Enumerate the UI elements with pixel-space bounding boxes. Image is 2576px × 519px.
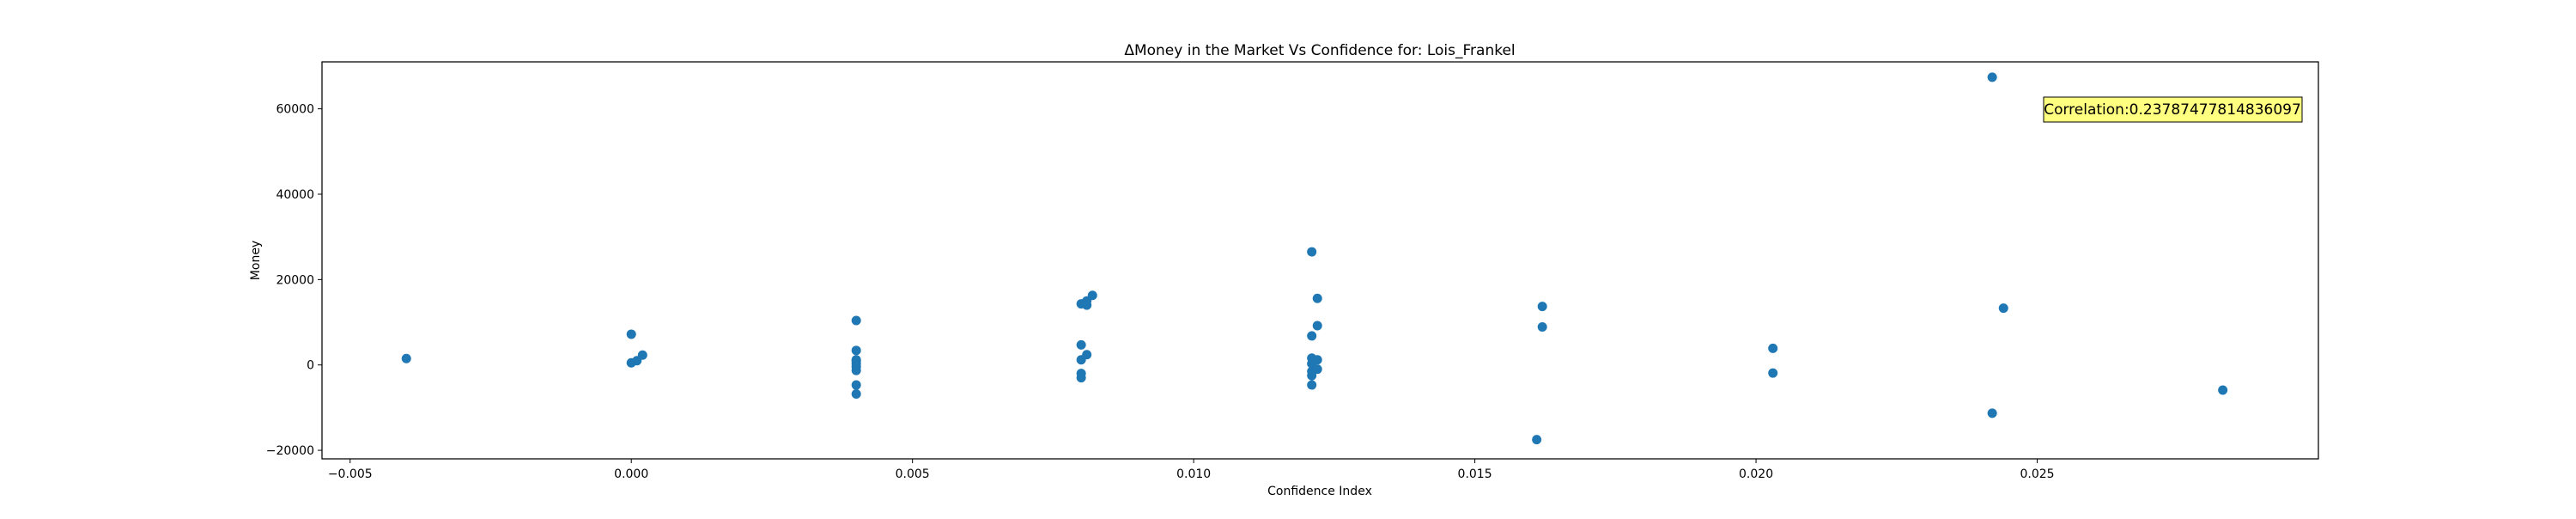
y-tick-label: 40000	[276, 188, 314, 202]
correlation-text: Correlation:0.23787477814836097	[2044, 101, 2301, 119]
y-tick-label: 60000	[276, 103, 314, 117]
correlation-box	[2043, 96, 2303, 123]
data-point	[1312, 355, 1322, 365]
x-tick-label: 0.000	[614, 467, 648, 481]
data-point	[1312, 321, 1322, 331]
data-point	[1307, 370, 1317, 381]
data-point	[1082, 350, 1092, 360]
data-point	[1768, 368, 1778, 378]
data-point	[1082, 300, 1092, 310]
data-point	[2218, 385, 2228, 395]
data-point	[851, 388, 861, 399]
y-axis: −20000 0 20000 40000 60000	[266, 103, 322, 458]
y-tick-label: 0	[307, 359, 314, 373]
data-points	[401, 72, 2228, 445]
data-point	[1312, 364, 1322, 375]
x-tick-label: 0.005	[896, 467, 930, 481]
x-tick-label: 0.010	[1176, 467, 1211, 481]
data-point	[851, 345, 861, 356]
data-point	[1768, 343, 1778, 353]
data-point	[1307, 380, 1317, 390]
data-point	[1076, 339, 1086, 350]
data-point	[1307, 331, 1317, 341]
y-tick-label: −20000	[266, 444, 314, 458]
data-point	[851, 356, 861, 366]
x-tick-label: 0.015	[1458, 467, 1492, 481]
chart-title: ΔMoney in the Market Vs Confidence for: …	[1124, 42, 1515, 59]
x-axis: −0.005 0.000 0.005 0.010 0.015 0.020 0.025	[328, 459, 2055, 481]
x-tick-label: 0.025	[2020, 467, 2054, 481]
data-point	[1987, 72, 1997, 82]
y-tick-label: 20000	[276, 273, 314, 287]
data-point	[1987, 408, 1997, 418]
data-point	[1998, 303, 2008, 314]
x-tick-label: −0.005	[328, 467, 373, 481]
data-point	[1307, 247, 1317, 257]
data-point	[1532, 435, 1542, 445]
data-point	[851, 315, 861, 326]
data-point	[851, 380, 861, 390]
data-point	[851, 365, 861, 376]
data-point	[637, 350, 647, 360]
data-point	[401, 353, 411, 363]
correlation-annotation: Correlation:0.23787477814836097	[2043, 96, 2303, 123]
x-axis-label: Confidence Index	[1267, 485, 1372, 498]
data-point	[626, 329, 636, 339]
x-tick-label: 0.020	[1739, 467, 1773, 481]
data-point	[1537, 302, 1547, 312]
data-point	[1537, 321, 1547, 332]
data-point	[1076, 373, 1086, 383]
plot-area	[321, 61, 2319, 460]
data-point	[1087, 290, 1097, 301]
y-axis-label: Money	[249, 241, 263, 280]
data-point	[1312, 293, 1322, 303]
